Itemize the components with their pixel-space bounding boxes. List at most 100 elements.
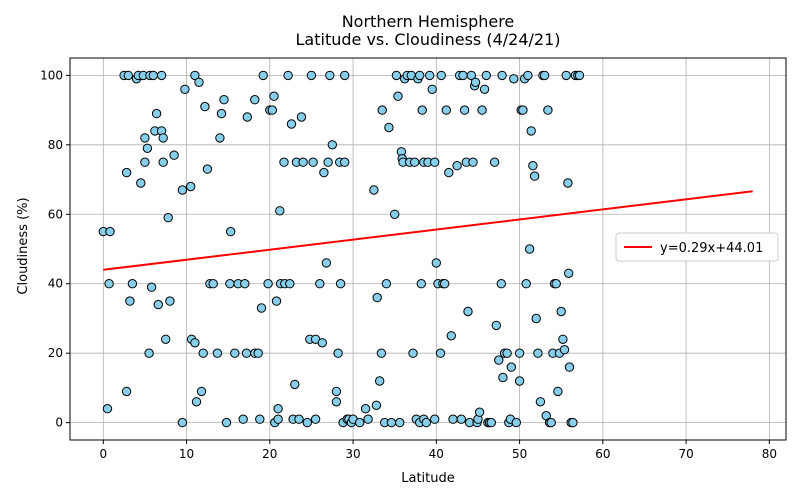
data-point <box>216 108 227 119</box>
data-point <box>241 348 252 358</box>
y-tick-label: 40 <box>48 277 63 291</box>
data-point <box>142 143 153 154</box>
data-point <box>539 70 550 81</box>
data-point <box>146 282 157 292</box>
data-point <box>521 279 531 289</box>
data-point <box>151 108 162 119</box>
data-point <box>553 386 563 397</box>
data-point <box>148 70 159 81</box>
data-point <box>468 157 478 167</box>
data-point <box>306 70 317 81</box>
data-point <box>563 178 573 188</box>
data-point <box>466 70 476 81</box>
data-point <box>421 417 431 428</box>
x-tick-label: 30 <box>345 447 360 461</box>
data-point <box>514 376 525 386</box>
y-axis-label: Cloudiness (%) <box>16 197 31 294</box>
data-point <box>355 417 365 428</box>
x-tick-label: 20 <box>262 447 277 461</box>
data-point <box>267 105 277 115</box>
data-point <box>298 157 308 167</box>
data-point <box>408 348 418 358</box>
data-point <box>452 161 462 171</box>
data-point <box>198 348 208 358</box>
data-point <box>196 386 207 397</box>
data-point <box>376 348 387 358</box>
data-point <box>308 157 318 167</box>
data-point <box>315 279 325 289</box>
data-point <box>463 306 473 317</box>
data-point <box>372 292 382 303</box>
data-point <box>481 70 491 81</box>
data-point <box>459 105 470 115</box>
data-point <box>477 105 487 115</box>
data-point <box>371 400 382 410</box>
x-axis-label: Latitude <box>401 471 455 486</box>
data-point <box>435 348 446 358</box>
data-point <box>333 348 343 358</box>
data-point <box>526 126 536 136</box>
data-point <box>331 386 342 397</box>
data-point <box>431 258 441 268</box>
data-point <box>258 70 268 81</box>
data-point <box>430 157 440 167</box>
data-point <box>479 84 490 95</box>
data-point <box>391 70 402 81</box>
data-point <box>331 397 342 407</box>
data-point <box>221 417 232 428</box>
data-point <box>190 338 200 348</box>
data-point <box>369 185 379 195</box>
data-point <box>180 84 190 95</box>
data-point <box>127 279 138 289</box>
data-point <box>416 279 426 289</box>
y-tick-label: 20 <box>48 346 63 360</box>
data-point <box>238 414 248 424</box>
data-point <box>511 417 521 428</box>
data-point <box>242 112 253 122</box>
data-point <box>290 379 300 390</box>
data-point <box>140 157 150 167</box>
data-point <box>165 296 175 306</box>
data-point <box>273 414 283 424</box>
data-point <box>363 414 373 424</box>
data-point <box>163 213 173 223</box>
data-point <box>564 362 575 372</box>
data-point <box>360 404 371 414</box>
data-point <box>446 331 456 341</box>
data-point <box>474 407 485 417</box>
x-tick-label: 80 <box>762 447 777 461</box>
regression-line <box>103 190 753 271</box>
data-point <box>123 70 134 81</box>
data-point <box>226 226 236 237</box>
legend: y=0.29x+44.01 <box>615 232 779 262</box>
data-point <box>271 296 282 306</box>
data-point <box>190 70 200 81</box>
data-point <box>219 95 229 105</box>
data-point <box>509 74 519 84</box>
data-point <box>121 386 132 397</box>
data-point <box>323 157 333 167</box>
data-point <box>286 119 297 129</box>
data-point <box>212 348 223 358</box>
data-point <box>250 95 260 105</box>
data-point <box>191 397 202 407</box>
data-point <box>102 404 113 414</box>
data-point <box>136 178 146 188</box>
x-tick-label: 10 <box>179 447 194 461</box>
data-point <box>494 355 504 365</box>
data-point <box>140 133 150 143</box>
x-tick-label: 70 <box>678 447 693 461</box>
x-tick-label: 50 <box>512 447 527 461</box>
data-point <box>125 296 135 306</box>
data-point <box>269 91 279 101</box>
data-point <box>273 404 283 414</box>
data-point <box>105 226 115 237</box>
data-point <box>568 417 578 428</box>
data-point <box>514 348 525 358</box>
data-point <box>543 105 553 115</box>
data-point <box>275 206 285 216</box>
data-point <box>496 279 506 289</box>
data-point <box>470 77 481 88</box>
